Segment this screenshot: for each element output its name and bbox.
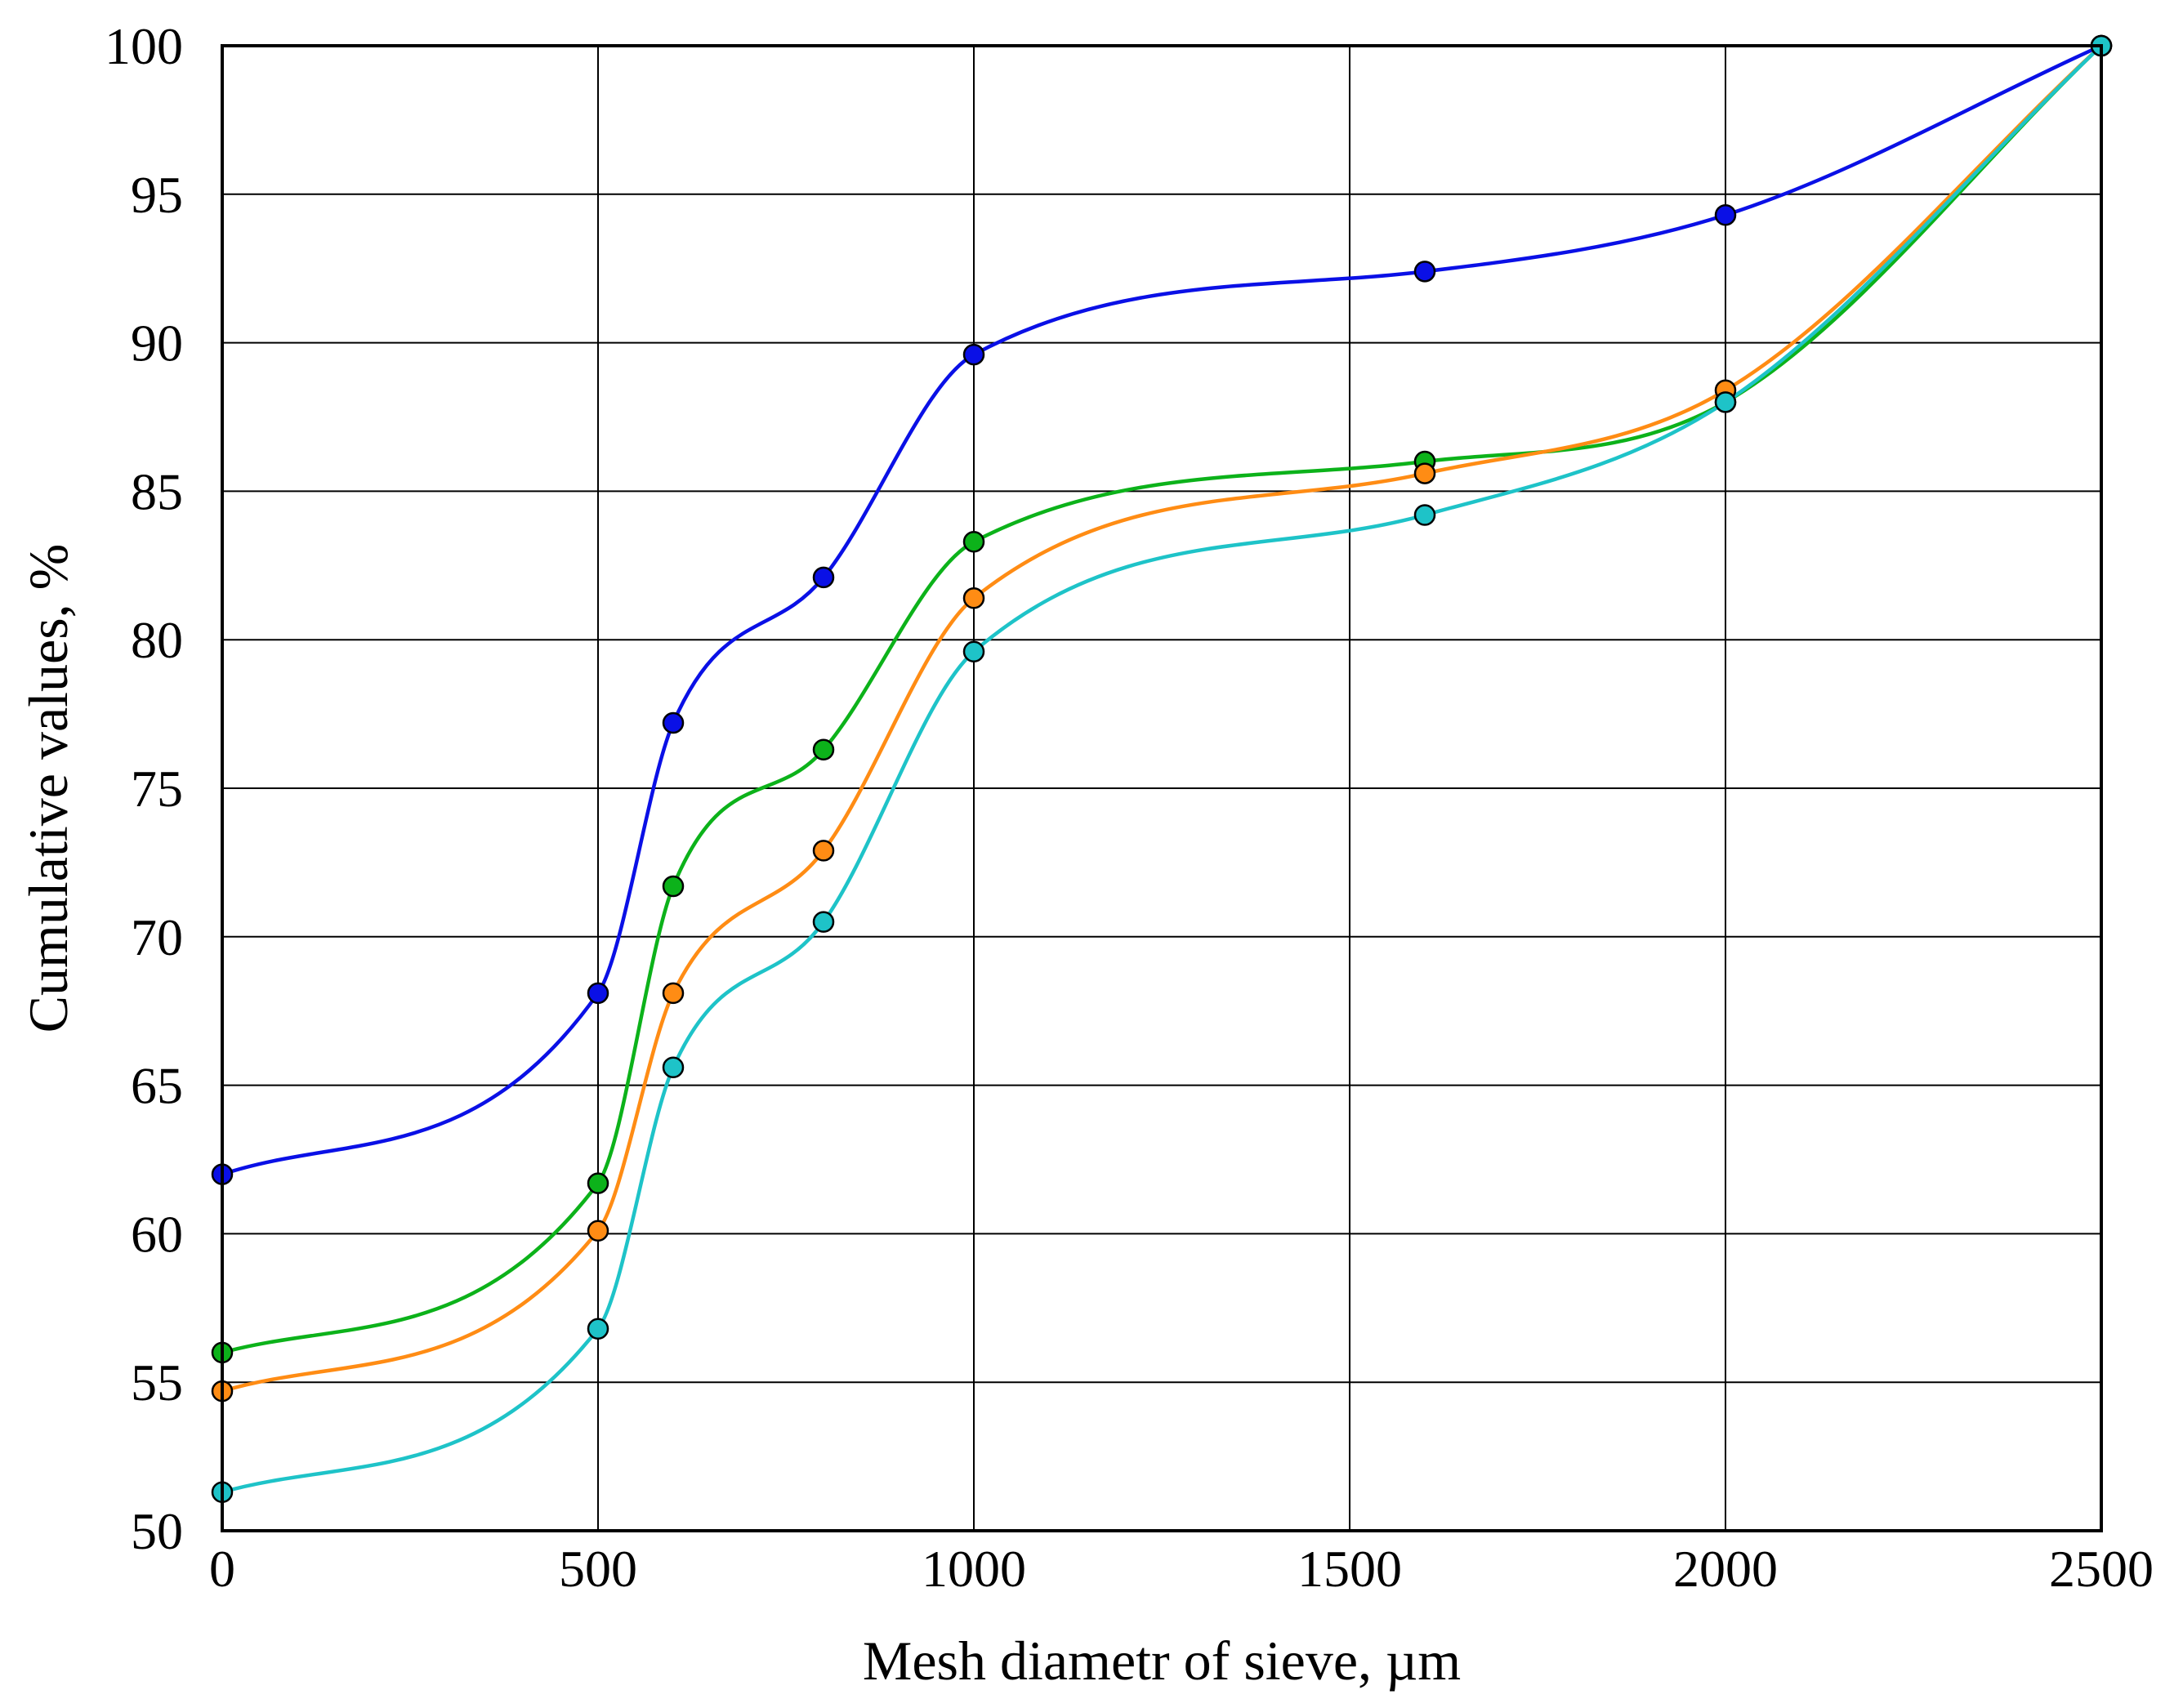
data-point-series-3 [962,587,985,609]
x-axis-title: Mesh diametr of sieve, µm [863,1630,1461,1692]
data-point-series-4 [812,911,835,933]
data-point-series-3 [587,1220,609,1242]
x-tick-label: 0 [209,1540,235,1598]
plot-frame [221,44,2103,1532]
x-tick-labels: 0 500 1000 1500 2000 2500 [209,1540,2154,1598]
x-tick-label: 500 [559,1540,637,1598]
series-layer [211,34,2113,1503]
data-point-series-2 [812,738,835,760]
y-tick-label: 85 [131,462,183,520]
data-point-series-1 [1413,261,1436,283]
data-point-series-4 [587,1318,609,1340]
x-tick-label: 2000 [1673,1540,1778,1598]
data-point-series-1 [1714,204,1737,226]
x-tick-label: 1000 [922,1540,1026,1598]
x-tick-label: 2500 [2049,1540,2154,1598]
y-tick-label: 55 [131,1353,183,1411]
data-point-series-3 [812,840,835,862]
y-tick-label: 95 [131,166,183,224]
y-axis-title: Cumulative values, % [17,544,79,1033]
y-tick-label: 70 [131,908,183,966]
y-tick-label: 75 [131,760,183,818]
data-point-series-4 [662,1056,685,1079]
grid [221,45,2102,1532]
data-point-series-4 [1714,391,1737,413]
y-tick-labels: 50 55 60 65 70 75 80 85 90 95 100 [105,17,183,1560]
series-line-2 [221,44,2103,1355]
data-point-series-1 [587,982,609,1005]
series-line-3 [221,44,2103,1394]
data-point-series-3 [662,982,685,1005]
y-tick-label: 50 [131,1502,183,1560]
series-line-1 [221,43,2102,1176]
data-point-series-1 [812,566,835,589]
data-point-series-4 [962,640,985,662]
y-tick-label: 60 [131,1205,183,1263]
data-point-series-4 [1413,504,1436,526]
data-point-series-1 [962,343,985,366]
data-point-series-1 [662,711,685,734]
y-tick-label: 90 [131,314,183,372]
data-point-series-3 [1413,462,1436,484]
y-tick-label: 100 [105,17,183,75]
x-tick-label: 1500 [1297,1540,1402,1598]
y-tick-label: 65 [131,1057,183,1115]
data-point-series-2 [662,875,685,898]
y-tick-label: 80 [131,611,183,669]
data-point-series-2 [962,530,985,553]
data-point-series-2 [587,1172,609,1194]
